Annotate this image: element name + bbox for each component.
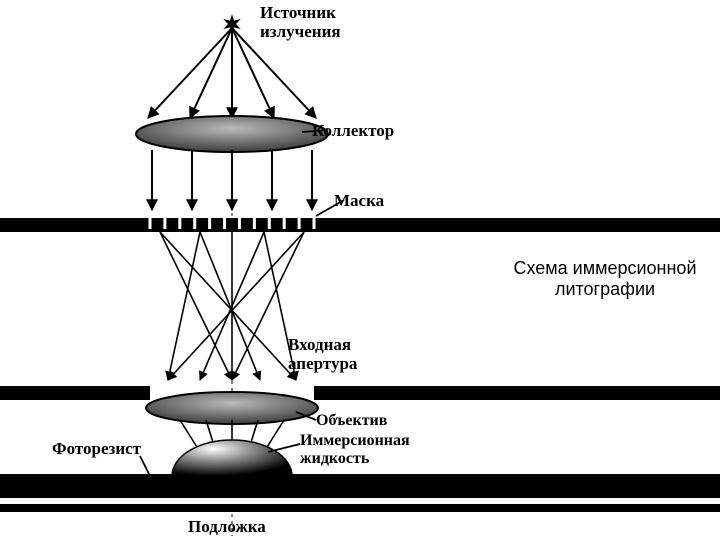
label-immersion: Иммерсионнаяжидкость bbox=[300, 432, 410, 467]
label-collector: Коллектор bbox=[312, 122, 394, 141]
label-mask: Маска bbox=[334, 192, 384, 211]
label-objective: Объектив bbox=[316, 412, 387, 430]
caption-line2: литографии bbox=[490, 279, 720, 300]
label-aperture: Входнаяапертура bbox=[288, 336, 357, 373]
label-photoresist: Фоторезист bbox=[52, 440, 141, 459]
label-source: Источникизлучения bbox=[260, 4, 341, 41]
figure-caption: Схема иммерсионной литографии bbox=[490, 258, 720, 300]
label-substrate: Подложка bbox=[188, 518, 266, 537]
caption-line1: Схема иммерсионной bbox=[490, 258, 720, 279]
